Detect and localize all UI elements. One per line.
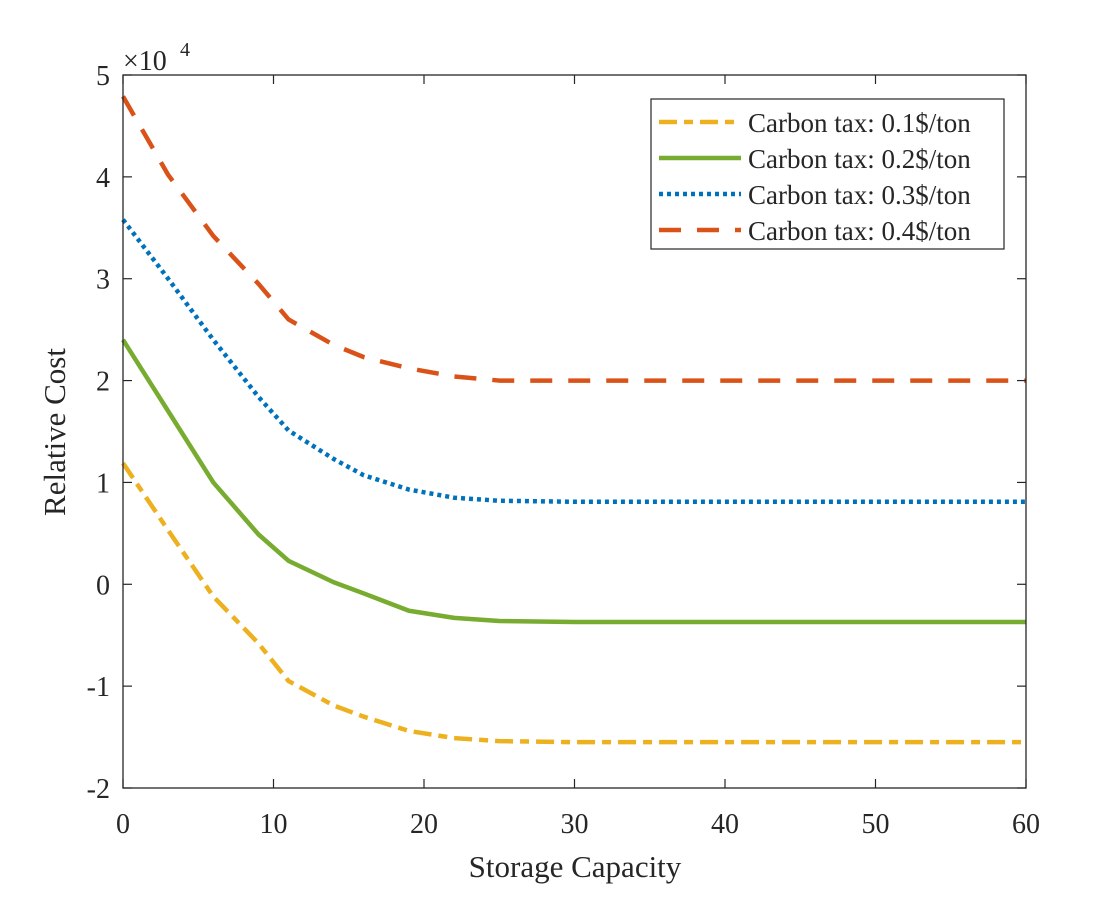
y-axis-label: Relative Cost [37, 348, 72, 516]
x-tick-label: 30 [561, 809, 589, 840]
watermark: 知乎 @研学社 [910, 860, 1075, 890]
legend-label-2: Carbon tax: 0.2$/ton [748, 144, 971, 174]
x-tick-label: 50 [862, 809, 890, 840]
y-exponent-power: 4 [180, 39, 190, 61]
legend-label-1: Carbon tax: 0.1$/ton [748, 108, 971, 138]
x-tick-label: 10 [260, 809, 288, 840]
y-tick-label: 4 [96, 163, 110, 194]
y-tick-label: 5 [96, 61, 110, 92]
x-tick-label: 60 [1012, 809, 1040, 840]
series-line-4 [121, 95, 1026, 383]
y-tick-label: 2 [96, 367, 110, 398]
watermark-csdn: CSDN @荔枝科研社 [941, 898, 1079, 916]
y-tick-label: 1 [96, 468, 110, 499]
y-tick-label: -1 [87, 672, 110, 703]
series-layer [121, 95, 1026, 745]
x-tick-label: 20 [410, 809, 438, 840]
x-tick-label: 40 [711, 809, 739, 840]
legend-label-4: Carbon tax: 0.4$/ton [748, 216, 971, 246]
x-axis-label: Storage Capacity [469, 849, 682, 884]
x-tick-label: 0 [116, 809, 130, 840]
y-tick-label: 0 [96, 570, 110, 601]
legend-label-3: Carbon tax: 0.3$/ton [748, 180, 971, 210]
y-exponent-base: ×10 [123, 46, 167, 77]
series-line-3 [121, 218, 1026, 505]
y-tick-label: 3 [96, 265, 110, 296]
axis-ticks: 0 10 20 30 40 50 60 -2 -1 0 1 2 3 4 5 [87, 61, 1040, 840]
y-tick-label: -2 [87, 774, 110, 805]
series-line-1 [121, 461, 1026, 745]
legend: Carbon tax: 0.1$/ton Carbon tax: 0.2$/ton… [650, 98, 1005, 250]
series-line-2 [121, 338, 1026, 625]
